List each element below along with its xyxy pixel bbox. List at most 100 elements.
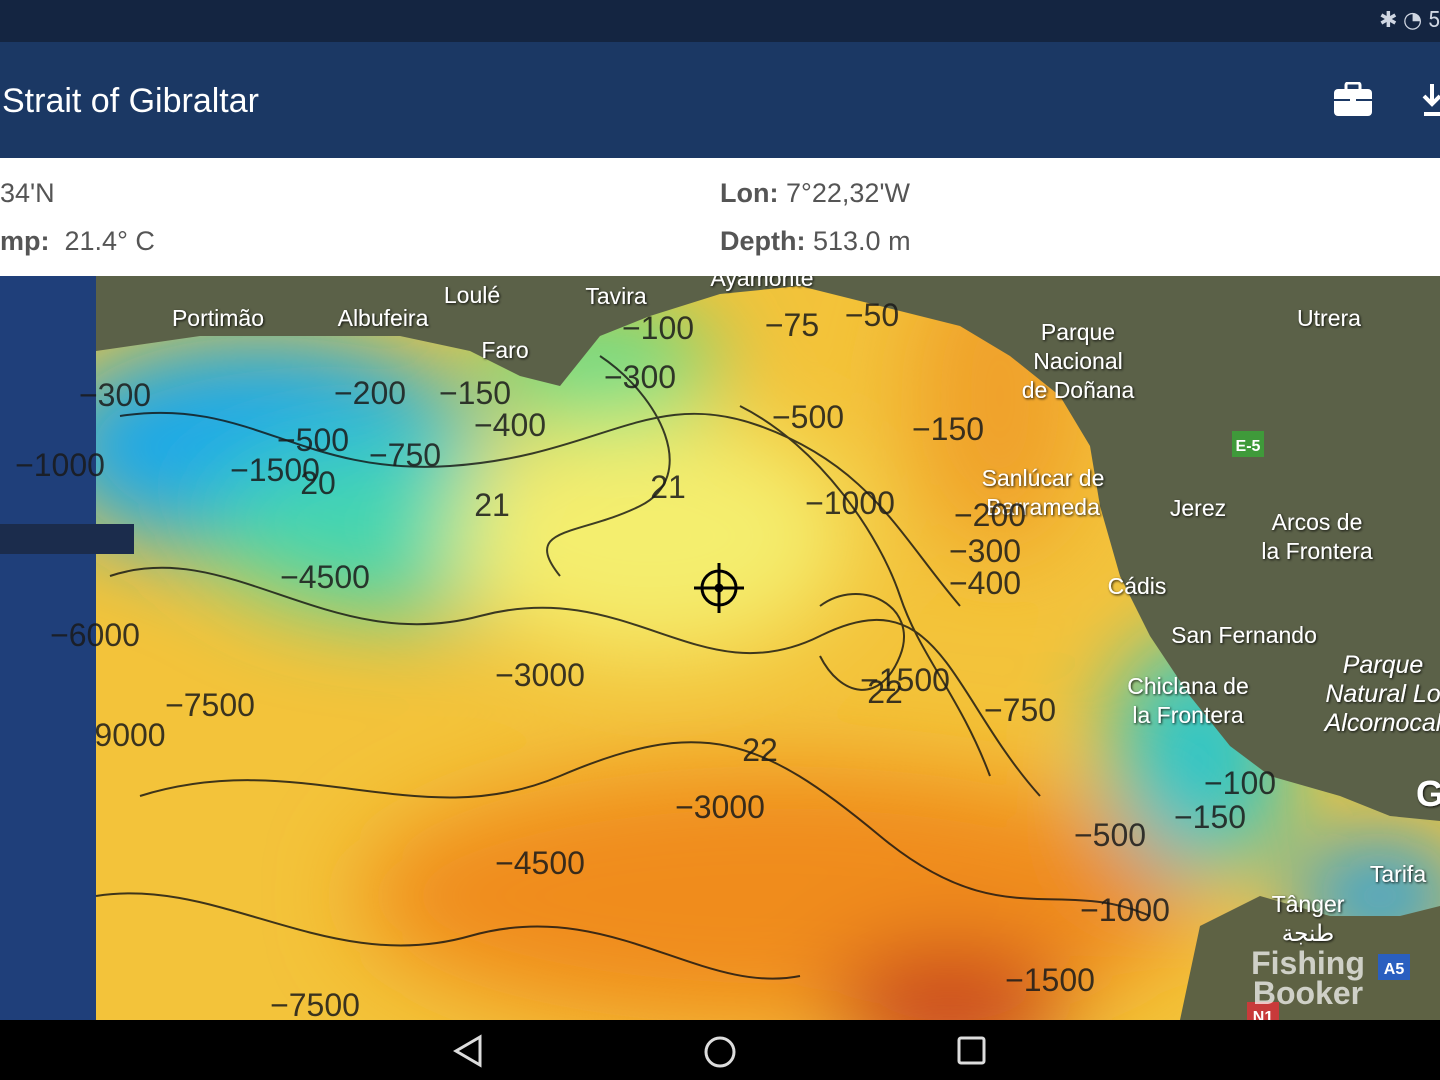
- watermark: Booker: [1253, 975, 1363, 1011]
- contour-label: −500: [772, 399, 844, 435]
- contour-label: −1500: [230, 452, 320, 488]
- contour-label: −100: [1204, 765, 1276, 801]
- lon: Lon: 7°22,32'W: [720, 178, 910, 209]
- road-label: A5: [1384, 961, 1405, 978]
- contour-label: −7500: [270, 987, 360, 1020]
- place-label: San Fernando: [1171, 622, 1317, 648]
- land-africa: [1180, 896, 1440, 1020]
- road-label: N1: [1253, 1009, 1274, 1020]
- contour-label: −150: [912, 411, 984, 447]
- labels: Portimão Albufeira Loulé Faro Tavira Ayamonte…: [15, 276, 1440, 1020]
- contour-label: −750: [984, 692, 1056, 728]
- road-label: E-5: [1236, 438, 1261, 455]
- map[interactable]: Portimão Albufeira Loulé Faro Tavira Ayamonte…: [0, 276, 1440, 1020]
- contour-label: −75: [765, 307, 819, 343]
- contour-label: −4500: [280, 559, 370, 595]
- land-europe: [96, 276, 1440, 821]
- contour-label: −300: [79, 377, 151, 413]
- road-shield: [1232, 431, 1264, 457]
- place-label: Nacional: [1033, 348, 1123, 374]
- battery: ✱ ◔ 5: [1379, 8, 1440, 33]
- recents-button[interactable]: [956, 1035, 988, 1067]
- place-label: Portimão: [172, 305, 264, 331]
- contour-label: −1500: [1005, 962, 1095, 998]
- place-label: طنجة: [1282, 920, 1334, 946]
- contour-label: −1000: [15, 447, 105, 483]
- contour-label: −400: [474, 407, 546, 443]
- edge-label: G: [1416, 773, 1440, 814]
- place-label: Albufeira: [338, 305, 429, 331]
- place-label: Alcornocal: [1323, 709, 1440, 737]
- lon-label: Lon:: [720, 178, 779, 208]
- download-button[interactable]: [1422, 82, 1440, 118]
- contour-label: −1000: [1080, 892, 1170, 928]
- place-label: Parque: [1343, 651, 1424, 679]
- place-label: Natural Lo: [1325, 680, 1440, 708]
- watermark: Fishing: [1251, 945, 1365, 981]
- contour-label: 21: [474, 487, 510, 523]
- place-label: Ayamonte: [710, 276, 813, 291]
- contour-label: −150: [439, 375, 511, 411]
- info-panel: 34'N mp: 21.4° C Lon: 7°22,32'W Depth: 5…: [0, 158, 1440, 276]
- place-label: Tarifa: [1370, 861, 1426, 887]
- contour-label: −100: [622, 310, 694, 346]
- place-label: Cádis: [1108, 573, 1167, 599]
- place-label: Loulé: [444, 282, 500, 308]
- nav-bar: [0, 1020, 1440, 1080]
- temp-value: 21.4° C: [64, 226, 155, 256]
- place-label: Chiclana de: [1127, 673, 1248, 699]
- contour-label: −500: [277, 422, 349, 458]
- place-label: la Frontera: [1132, 702, 1243, 728]
- contour-label: 22: [867, 674, 903, 710]
- contour-label: −300: [604, 359, 676, 395]
- contour-label: −500: [1074, 817, 1146, 853]
- place-label: Jerez: [1170, 495, 1226, 521]
- depth: Depth: 513.0 m: [720, 226, 911, 257]
- contour-label: −4500: [495, 845, 585, 881]
- status-bar: ✱ ◔ 5: [0, 0, 1440, 42]
- contour-label: −750: [369, 437, 441, 473]
- contour-label: −3000: [675, 789, 765, 825]
- road-shield: [1378, 954, 1410, 980]
- scale-bar: [0, 524, 134, 554]
- temp: mp: 21.4° C: [0, 226, 155, 257]
- place-label: Utrera: [1297, 305, 1361, 331]
- contour-label: 20: [300, 465, 336, 501]
- crosshair: [694, 563, 744, 613]
- contour-label: −7500: [165, 687, 255, 723]
- place-label: Sanlúcar de: [982, 465, 1105, 491]
- contours: [95, 355, 1151, 980]
- contour-label: −200: [334, 375, 406, 411]
- title: Strait of Gibraltar: [2, 82, 259, 120]
- contour-label: −50: [845, 297, 899, 333]
- lat-value: 34'N: [0, 178, 55, 208]
- home-button[interactable]: [702, 1034, 738, 1070]
- temp-label: mp:: [0, 226, 50, 256]
- toolbox-button[interactable]: [1333, 82, 1373, 118]
- contour-label: −300: [949, 533, 1021, 569]
- depth-label: Depth:: [720, 226, 806, 256]
- contour-label: −6000: [50, 617, 140, 653]
- place-label: Arcos de: [1272, 509, 1363, 535]
- contour-label: −3000: [495, 657, 585, 693]
- place-label: Parque: [1041, 319, 1115, 345]
- contour-label: 9000: [94, 717, 165, 753]
- place-label: Faro: [481, 337, 528, 363]
- place-label: Tavira: [585, 283, 647, 309]
- app-bar: Strait of Gibraltar: [0, 42, 1440, 158]
- battery-level: 5: [1427, 8, 1440, 33]
- contour-label: −200: [954, 497, 1026, 533]
- depth-value: 513.0 m: [813, 226, 911, 256]
- road-shield: [1247, 1002, 1279, 1020]
- place-label: Barrameda: [986, 494, 1100, 520]
- contour-label: −1000: [805, 485, 895, 521]
- contour-label: 21: [650, 469, 686, 505]
- back-button[interactable]: [450, 1034, 490, 1068]
- lon-value: 7°22,32'W: [786, 178, 911, 208]
- contour-label: 22: [742, 732, 778, 768]
- place-label: de Doñana: [1022, 377, 1135, 403]
- contour-label: −150: [1174, 799, 1246, 835]
- place-label: la Frontera: [1261, 538, 1372, 564]
- contour-label: −1500: [860, 662, 950, 698]
